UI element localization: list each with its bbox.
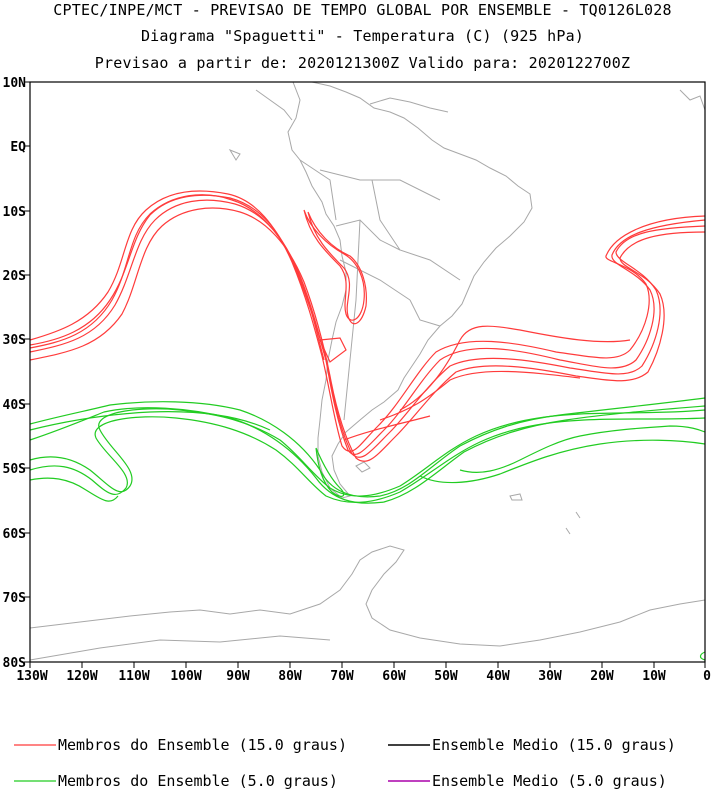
lon-label-130w: 130W xyxy=(16,669,47,684)
lon-label-20w: 20W xyxy=(590,669,614,684)
member-5-5 xyxy=(29,477,119,502)
lat-label-10n: 10N xyxy=(3,76,27,91)
lon-label-110w: 110W xyxy=(118,669,149,684)
member-5-10 xyxy=(699,651,706,661)
title-line-3: Previsao a partir de: 2020121300Z Valido… xyxy=(94,54,631,72)
lat-label-60s: 60S xyxy=(3,527,27,542)
member-5-6 xyxy=(315,447,345,497)
member-5-2 xyxy=(29,405,706,504)
legend-label-members-5: Membros do Ensemble (5.0 graus) xyxy=(58,772,338,790)
lon-label-0: 0 xyxy=(703,669,711,684)
lon-axis: 130W 120W 110W 100W 90W 80W 70W 60W 50W … xyxy=(16,662,711,684)
lat-label-10s: 10S xyxy=(3,205,27,220)
lat-label-80s: 80S xyxy=(3,656,27,671)
lat-label-30s: 30S xyxy=(3,333,27,348)
map-frame xyxy=(29,81,706,663)
lat-label-70s: 70S xyxy=(3,591,27,606)
member-15-7 xyxy=(307,211,367,325)
members-15-lines xyxy=(29,190,706,462)
south-america-outline xyxy=(287,81,533,499)
lat-label-50s: 50S xyxy=(3,462,27,477)
title-line-1: CPTEC/INPE/MCT - PREVISAO DE TEMPO GLOBA… xyxy=(53,1,672,19)
member-15-10 xyxy=(379,370,581,421)
coastlines xyxy=(29,81,706,661)
legend-label-members-15: Membros do Ensemble (15.0 graus) xyxy=(58,736,347,754)
lon-label-10w: 10W xyxy=(642,669,666,684)
member-5-4 xyxy=(29,416,706,503)
lon-label-80w: 80W xyxy=(278,669,302,684)
legend-label-mean-15: Ensemble Medio (15.0 graus) xyxy=(432,736,676,754)
lon-label-30w: 30W xyxy=(538,669,562,684)
member-15-3 xyxy=(29,190,706,452)
lon-label-60w: 60W xyxy=(382,669,406,684)
member-15-4 xyxy=(29,207,706,462)
member-15-1 xyxy=(29,194,706,456)
lon-label-120w: 120W xyxy=(66,669,97,684)
lon-label-70w: 70W xyxy=(330,669,354,684)
member-5-3 xyxy=(29,408,706,497)
member-15-5 xyxy=(29,194,325,361)
member-15-6 xyxy=(303,209,365,321)
title-line-2: Diagrama "Spaguetti" - Temperatura (C) (… xyxy=(140,27,585,45)
member-15-2 xyxy=(29,199,706,458)
lon-label-100w: 100W xyxy=(170,669,201,684)
legend-label-mean-5: Ensemble Medio (5.0 graus) xyxy=(432,772,667,790)
member-5-8 xyxy=(419,439,706,484)
member-5-7 xyxy=(459,425,706,473)
members-5-lines xyxy=(29,397,706,661)
lat-axis: 10N EQ 10S 20S 30S 40S 50S 60S 70S 80S xyxy=(3,76,30,671)
member-5-9 xyxy=(29,411,271,431)
lat-label-40s: 40S xyxy=(3,398,27,413)
member-15-9 xyxy=(399,325,631,411)
lat-label-eq: EQ xyxy=(10,140,26,155)
member-15-8 xyxy=(319,337,347,363)
antarctica-outline xyxy=(29,545,706,647)
lon-label-40w: 40W xyxy=(486,669,510,684)
lat-label-20s: 20S xyxy=(3,269,27,284)
lon-label-90w: 90W xyxy=(226,669,250,684)
member-15-11 xyxy=(343,415,431,441)
lon-label-50w: 50W xyxy=(434,669,458,684)
